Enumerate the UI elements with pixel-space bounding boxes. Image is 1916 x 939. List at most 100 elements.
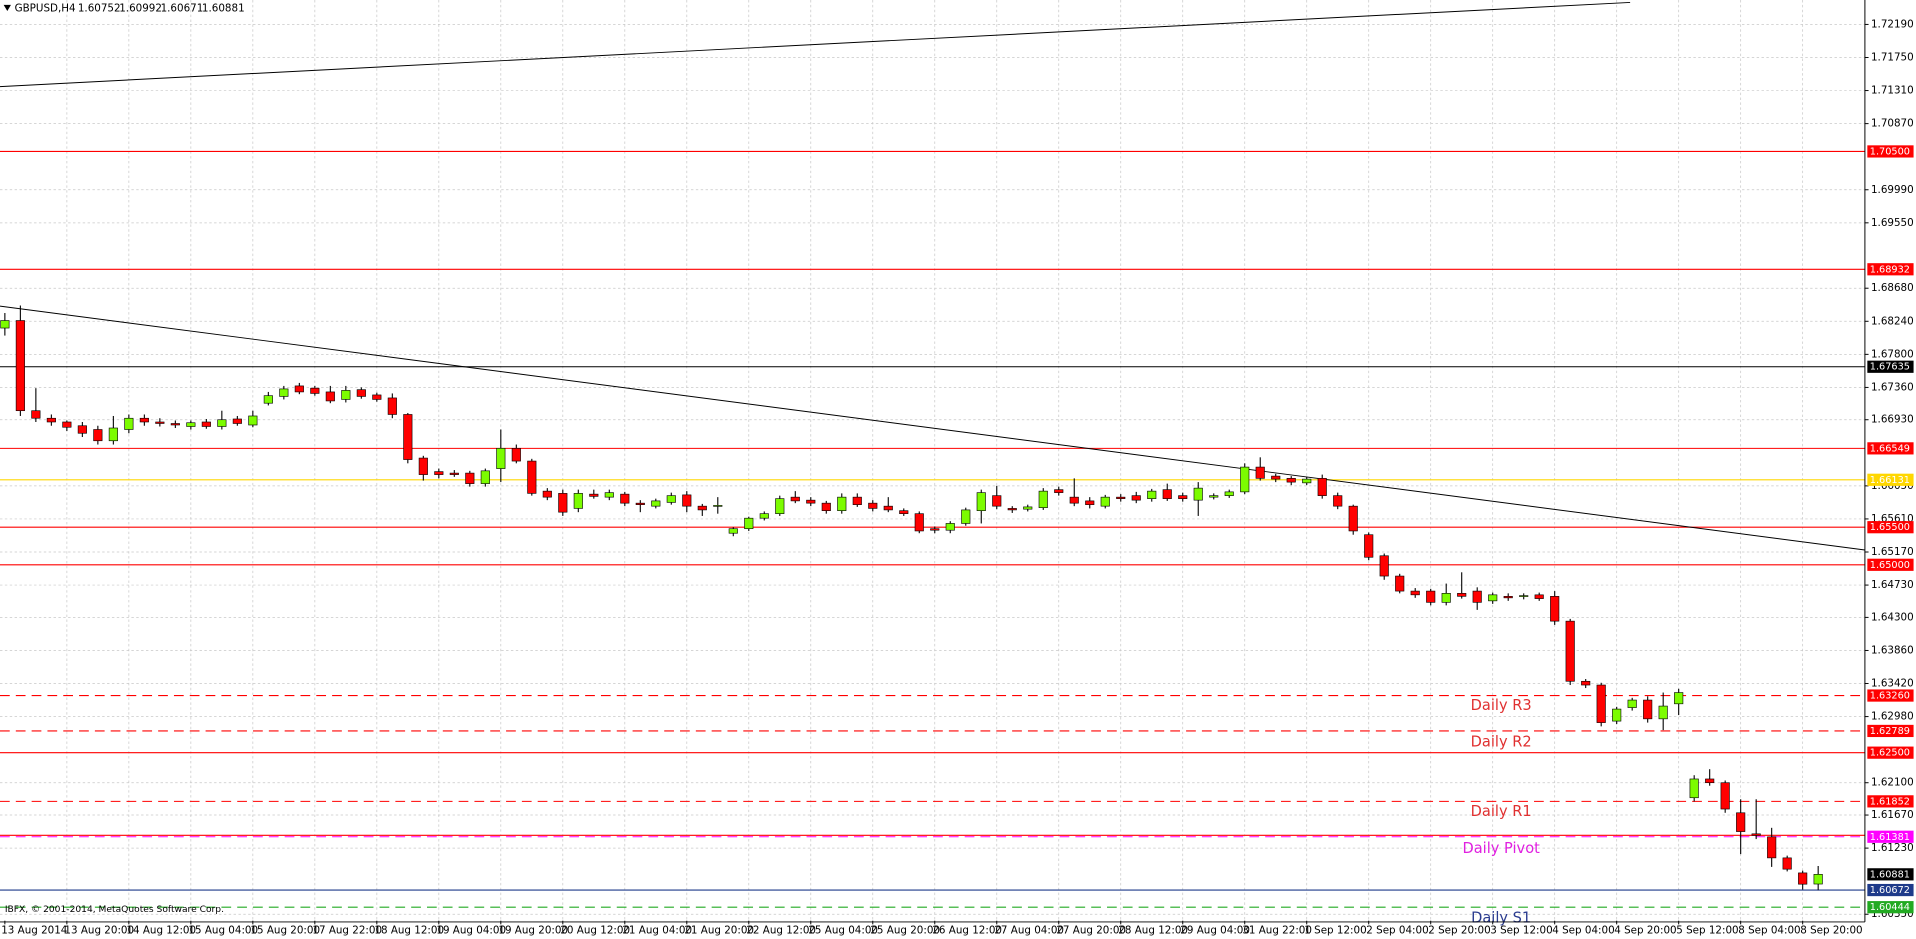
candle-body bbox=[1643, 699, 1653, 720]
x-tick-label: 8 Sep 20:00 bbox=[1800, 924, 1862, 936]
levels-layer bbox=[0, 150, 1865, 908]
candle-body bbox=[170, 423, 180, 426]
candle-body bbox=[914, 513, 924, 532]
price-level-tag bbox=[1867, 901, 1914, 914]
price-level-tag bbox=[1867, 521, 1914, 534]
candle-body bbox=[1813, 874, 1823, 885]
x-tick-label: 2 Sep 20:00 bbox=[1428, 924, 1490, 936]
x-tick-label: 31 Aug 22:00 bbox=[1242, 924, 1312, 936]
candle-body bbox=[93, 429, 103, 442]
candle-body bbox=[1348, 505, 1358, 532]
y-tick-label: 1.67360 bbox=[1871, 381, 1914, 393]
candle-body bbox=[434, 471, 444, 475]
y-tick-label: 1.70870 bbox=[1871, 118, 1914, 130]
price-level-tag bbox=[1867, 473, 1914, 486]
x-tick-label: 27 Aug 20:00 bbox=[1056, 924, 1126, 936]
candle-body bbox=[728, 528, 738, 534]
x-tick-label: 19 Aug 04:00 bbox=[436, 924, 506, 936]
candle-body bbox=[976, 492, 986, 511]
x-tick-label: 22 Aug 12:00 bbox=[746, 924, 816, 936]
candle-body bbox=[0, 320, 10, 329]
candle-body bbox=[1147, 490, 1157, 499]
y-tick-label: 1.68680 bbox=[1871, 282, 1914, 294]
candle-body bbox=[1658, 705, 1668, 720]
candle-body bbox=[62, 421, 72, 428]
current-price-tag bbox=[1867, 868, 1914, 881]
price-level-label: 1.70500 bbox=[1870, 146, 1910, 157]
candle-body bbox=[15, 320, 25, 412]
candle-body bbox=[1364, 534, 1374, 558]
y-tick-label: 1.66930 bbox=[1871, 414, 1914, 426]
candle-body bbox=[899, 510, 909, 514]
candle-body bbox=[1023, 506, 1033, 510]
candle-body bbox=[341, 390, 351, 400]
candle-body bbox=[1131, 495, 1141, 501]
chart-title: GBPUSD,H4 bbox=[15, 3, 76, 15]
candle-body bbox=[1069, 496, 1079, 504]
y-tick-label: 1.71310 bbox=[1871, 85, 1914, 97]
x-tick-label: 29 Aug 04:00 bbox=[1180, 924, 1250, 936]
x-tick-label: 17 Aug 22:00 bbox=[312, 924, 382, 936]
candle-body bbox=[1286, 478, 1296, 483]
candle-body bbox=[883, 505, 893, 511]
candle-body bbox=[1054, 489, 1064, 493]
y-tick-label: 1.69550 bbox=[1871, 217, 1914, 229]
menu-triangle[interactable] bbox=[3, 4, 11, 11]
price-level-label: 1.66131 bbox=[1870, 475, 1910, 486]
price-level-label: 1.62789 bbox=[1870, 726, 1910, 737]
candle-body bbox=[821, 502, 831, 511]
candle-body bbox=[232, 418, 242, 424]
candle-body bbox=[1736, 812, 1746, 832]
y-tick-label: 1.63860 bbox=[1871, 644, 1914, 656]
candle-body bbox=[124, 417, 134, 430]
x-tick-label: 25 Aug 20:00 bbox=[870, 924, 940, 936]
x-tick-label: 4 Sep 20:00 bbox=[1614, 924, 1676, 936]
candle-body bbox=[682, 494, 692, 507]
price-level-tag bbox=[1867, 442, 1914, 455]
y-tick-label: 1.64300 bbox=[1871, 611, 1914, 623]
candle-body bbox=[1689, 778, 1699, 799]
candle-body bbox=[930, 528, 940, 531]
candle-body bbox=[1565, 620, 1575, 682]
candle-body bbox=[418, 457, 428, 475]
current-price-label: 1.60881 bbox=[1870, 869, 1910, 880]
candle-body bbox=[496, 447, 506, 469]
x-tick-label: 13 Aug 20:00 bbox=[64, 924, 134, 936]
header-low: 1.60671 bbox=[161, 3, 204, 15]
x-tick-label: 19 Aug 20:00 bbox=[498, 924, 568, 936]
candle-body bbox=[1798, 872, 1808, 885]
candle-body bbox=[372, 394, 382, 400]
x-tick-label: 8 Sep 04:00 bbox=[1738, 924, 1800, 936]
y-tick-label: 1.61230 bbox=[1871, 842, 1914, 854]
candle-body bbox=[604, 492, 614, 498]
x-tick-label: 26 Aug 12:00 bbox=[932, 924, 1002, 936]
price-level-label: 1.67635 bbox=[1870, 362, 1910, 373]
candle-body bbox=[1720, 782, 1730, 810]
x-tick-label: 4 Sep 04:00 bbox=[1552, 924, 1614, 936]
candle-body bbox=[449, 472, 459, 475]
candle-body bbox=[46, 417, 56, 423]
candle-body bbox=[573, 493, 583, 509]
y-tick-label: 1.69990 bbox=[1871, 184, 1914, 196]
candle-body bbox=[139, 417, 149, 423]
candle-body bbox=[992, 495, 1002, 507]
candle-body bbox=[1395, 575, 1405, 592]
price-level-label: 1.68932 bbox=[1870, 264, 1910, 275]
x-tick-label: 5 Sep 12:00 bbox=[1676, 924, 1738, 936]
candle-body bbox=[1426, 590, 1436, 603]
candle-body bbox=[589, 493, 599, 497]
y-tick-label: 1.64730 bbox=[1871, 579, 1914, 591]
candle-body bbox=[1193, 487, 1203, 501]
candle-body bbox=[1488, 594, 1498, 602]
price-level-tag bbox=[1867, 830, 1914, 843]
candle-body bbox=[945, 523, 955, 531]
candle-body bbox=[1612, 708, 1622, 722]
candle-body bbox=[837, 496, 847, 511]
candle-body bbox=[759, 513, 769, 519]
price-level-label: 1.60672 bbox=[1870, 885, 1910, 896]
candle-body bbox=[1178, 495, 1188, 499]
candle-body bbox=[1085, 500, 1095, 505]
candle-body bbox=[465, 472, 475, 484]
